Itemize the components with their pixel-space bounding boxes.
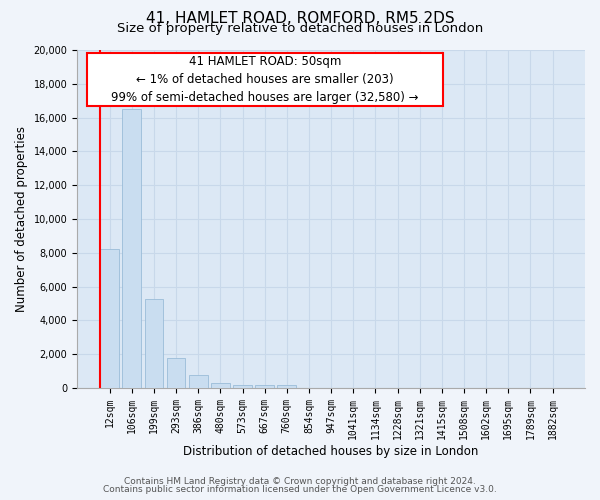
Text: Size of property relative to detached houses in London: Size of property relative to detached ho… (117, 22, 483, 35)
Bar (167, 358, 185, 388)
Bar (100, 250, 119, 388)
Text: Contains public sector information licensed under the Open Government Licence v3: Contains public sector information licen… (103, 485, 497, 494)
X-axis label: Distribution of detached houses by size in London: Distribution of detached houses by size … (184, 444, 479, 458)
Bar (122, 109, 141, 388)
FancyBboxPatch shape (88, 54, 443, 106)
Text: 41 HAMLET ROAD: 50sqm
← 1% of detached houses are smaller (203)
99% of semi-deta: 41 HAMLET ROAD: 50sqm ← 1% of detached h… (112, 55, 419, 104)
Bar (189, 374, 208, 388)
Text: Contains HM Land Registry data © Crown copyright and database right 2024.: Contains HM Land Registry data © Crown c… (124, 477, 476, 486)
Bar (277, 384, 296, 388)
Y-axis label: Number of detached properties: Number of detached properties (15, 126, 28, 312)
Text: 41, HAMLET ROAD, ROMFORD, RM5 2DS: 41, HAMLET ROAD, ROMFORD, RM5 2DS (146, 11, 454, 26)
Bar (255, 384, 274, 388)
Bar (211, 383, 230, 388)
Bar (145, 298, 163, 388)
Bar (233, 384, 252, 388)
